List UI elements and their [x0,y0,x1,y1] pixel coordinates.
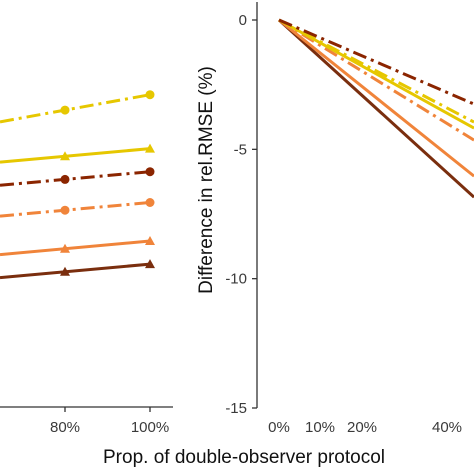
x-axis-title: Prop. of double-observer protocol [103,447,385,468]
right-x-tick-label-3: 40% [432,419,462,436]
right-series-line-0 [277,18,474,199]
left-point-5-0 [60,266,70,276]
left-point-3-0 [60,174,70,184]
left-series-line-4 [0,239,151,257]
left-point-0-0 [60,105,70,115]
left-point-4-0 [60,243,70,253]
right-y-tick-label-2: -10 [225,271,247,288]
right-y-tick-label-3: -15 [225,400,247,417]
right-y-tick-label-0: 0 [239,12,247,29]
right-x-tick-label-1: 10% [305,419,335,436]
left-series-line-3 [0,170,151,187]
left-point-4-1 [145,236,155,245]
left-point-2-0 [60,151,70,161]
left-point-1-1 [145,198,155,207]
right-x-tick-label-0: 0% [268,419,290,436]
left-point-2-1 [145,143,155,153]
y-axis-title: Difference in rel.RMSE (%) [196,66,217,294]
right-x-tick-label-2: 20% [347,419,377,436]
left-series-line-2 [0,147,151,164]
left-panel: 80% 100% [0,90,173,436]
right-panel: 0 -5 -10 -15 0% 10% 20% 40% [225,2,474,436]
left-series-line-0 [0,93,151,124]
right-series-line-4 [278,18,474,124]
left-series-line-1 [0,201,151,218]
left-series-line-5 [0,262,151,280]
left-point-1-0 [60,205,70,215]
left-point-0-1 [145,90,155,100]
right-series-line-1 [278,18,474,178]
left-point-5-1 [145,259,155,269]
right-y-tick-label-1: -5 [234,141,247,158]
right-series-line-5 [278,18,474,106]
left-x-tick-label-0: 80% [50,419,80,436]
left-point-3-1 [145,167,155,177]
right-series-line-2 [278,18,474,142]
left-x-tick-label-1: 100% [131,419,169,436]
